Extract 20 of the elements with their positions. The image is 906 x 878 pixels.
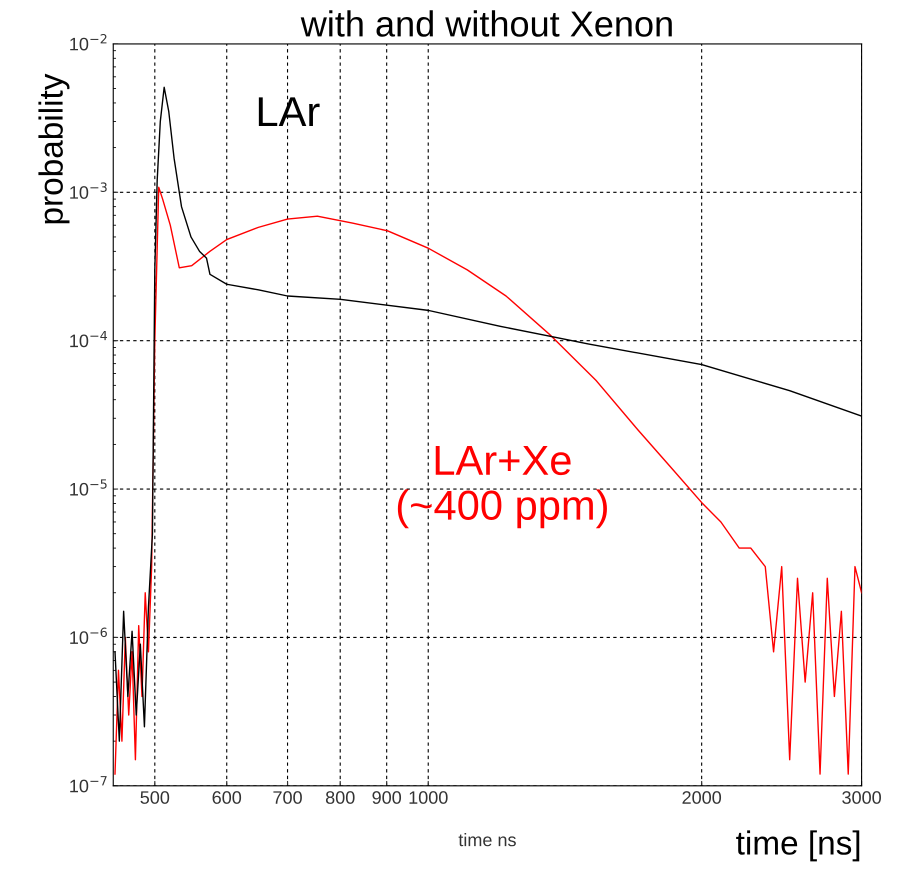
series-label: LAr+Xe (~400 ppm) (398, 446, 607, 528)
x-tick-label: 900 (372, 791, 402, 804)
y-tick-label: 10$^{−3}$ (70, 182, 107, 199)
x-tick-label: 2000 (682, 791, 722, 804)
x-tick-label: 500 (140, 791, 170, 804)
y-tick-label: 10$^{−6}$ (70, 628, 107, 644)
x-axis-title: time [ns] (736, 830, 860, 862)
y-tick-label: 10$^{−4}$ (70, 330, 108, 348)
x-tick-label: 600 (212, 791, 242, 804)
x-tick-label: 1000 (410, 791, 448, 804)
text: LAr (258, 97, 320, 126)
y-tick-label: 10$^{−2}$ (70, 34, 106, 50)
x-tick-label: 3000 (842, 791, 881, 804)
y-axis-title: probability (38, 74, 70, 224)
y-tick-label: 10$^{−5}$ (70, 479, 107, 496)
y-tick-label: 10$^{−7}$ (70, 776, 107, 792)
x-tick-label: 800 (326, 791, 355, 804)
chart-title: with and without Xenon (300, 10, 672, 37)
x-tick-label: 700 (273, 791, 302, 804)
text: time ns (458, 833, 516, 846)
